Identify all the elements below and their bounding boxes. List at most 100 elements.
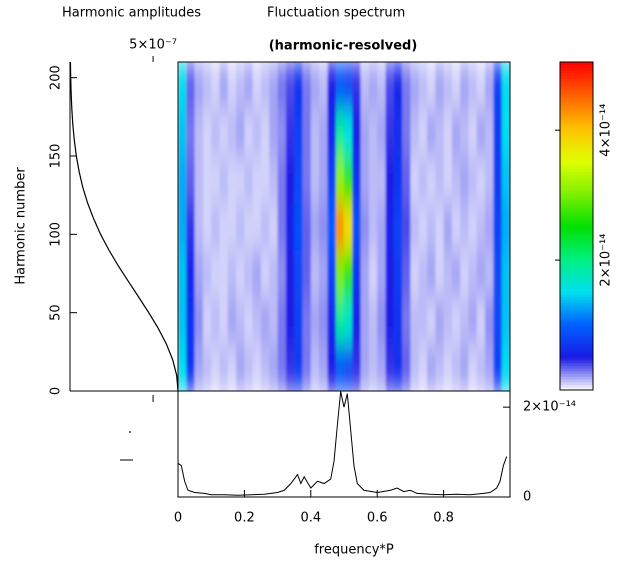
heat-cell [202,344,212,391]
heat-cell [360,250,370,298]
heat-cell [368,109,378,157]
colorbar-swatch [560,267,593,271]
heat-cell [261,156,270,204]
colorbar-swatch [560,204,593,208]
heat-cell [244,62,254,110]
heat-cell [244,109,254,157]
colorbar-swatch [560,135,593,140]
heat-cell [302,297,312,345]
heat-cell [310,344,320,391]
heat-cell [460,250,470,298]
colorbar-swatch [560,100,593,104]
heat-cell [451,156,461,204]
heat-cell [385,203,395,251]
colorbar-swatch [560,130,593,134]
heat-cell [211,203,221,251]
heat-cell [377,203,387,251]
heat-cell [186,250,196,298]
colorbar-swatch [560,343,593,347]
heat-cell [443,109,453,157]
heat-cell [435,250,445,298]
heat-cell [410,344,420,391]
heat-cell [285,109,295,157]
colorbar-swatch [560,86,593,90]
x-tick-label: 5×10⁻⁷ [129,38,177,53]
heat-cell [443,203,453,251]
heat-cell [393,109,403,157]
colorbar-swatch [560,215,593,219]
heat-cell [418,250,428,298]
heat-cell [219,250,229,298]
colorbar-swatch [560,357,593,361]
heat-cell [501,156,510,204]
heat-cell [352,250,362,298]
heat-cell [310,109,320,157]
colorbar-swatch [560,62,593,66]
colorbar-swatch [560,201,593,205]
heat-cell [194,203,204,251]
colorbar-swatch [560,313,593,317]
heat-cell [418,109,428,157]
heat-cell [352,203,362,251]
heat-cell [277,250,287,298]
colorbar-swatch [560,75,593,79]
heat-cell [501,203,510,251]
heat-cell [277,109,287,157]
heat-cell [435,203,445,251]
colorbar-swatch [560,286,593,290]
heat-cell [427,109,436,157]
heat-cell [319,156,328,204]
colorbar-swatch [560,179,593,183]
heat-cell [261,344,270,391]
heatmap-cells [178,62,510,391]
colorbar-swatch [560,160,593,164]
y-axis-label: Harmonic number [14,167,29,285]
heat-cell [252,203,262,251]
heat-cell [460,297,470,345]
colorbar-swatch [560,272,593,276]
heat-cell [202,297,212,345]
heat-cell [269,203,279,251]
heat-cell [252,156,262,204]
heat-cell [302,344,312,391]
heat-cell [244,250,254,298]
heat-cell [344,250,353,298]
colorbar-swatch [560,212,593,216]
heat-cell [211,62,221,110]
colorbar-swatch [560,370,593,375]
heat-cell [244,203,254,251]
colorbar-swatch [560,280,593,284]
heat-cell [344,344,353,391]
colorbar-swatch [560,387,593,391]
heat-cell [178,297,187,345]
colorbar-swatch [560,340,593,345]
colorbar-swatch [560,310,593,314]
heat-cell [476,156,486,204]
colorbar-swatch [560,253,593,257]
heat-cell [377,344,387,391]
heat-cell [269,62,279,110]
colorbar-swatch [560,381,593,386]
heat-cell [202,109,212,157]
heat-cell [435,297,445,345]
colorbar-swatch [560,81,593,85]
colorbar-swatch [560,226,593,230]
heat-cell [252,62,262,110]
heat-cell [468,250,478,298]
colorbar-swatch [560,250,593,254]
colorbar-swatch [560,119,593,123]
chart-subtitle: (harmonic-resolved) [269,39,418,54]
heat-cell [261,203,270,251]
heat-cell [493,156,503,204]
heat-cell [493,344,503,391]
colorbar-swatch [560,116,593,120]
heat-cell [327,297,337,345]
heat-cell [178,109,187,157]
heat-cell [427,156,436,204]
heat-cell [319,62,328,110]
heat-cell [202,203,212,251]
heat-cell [451,250,461,298]
colorbar-swatch [560,242,593,246]
heat-cell [261,62,270,110]
colorbar-swatch [560,209,593,213]
